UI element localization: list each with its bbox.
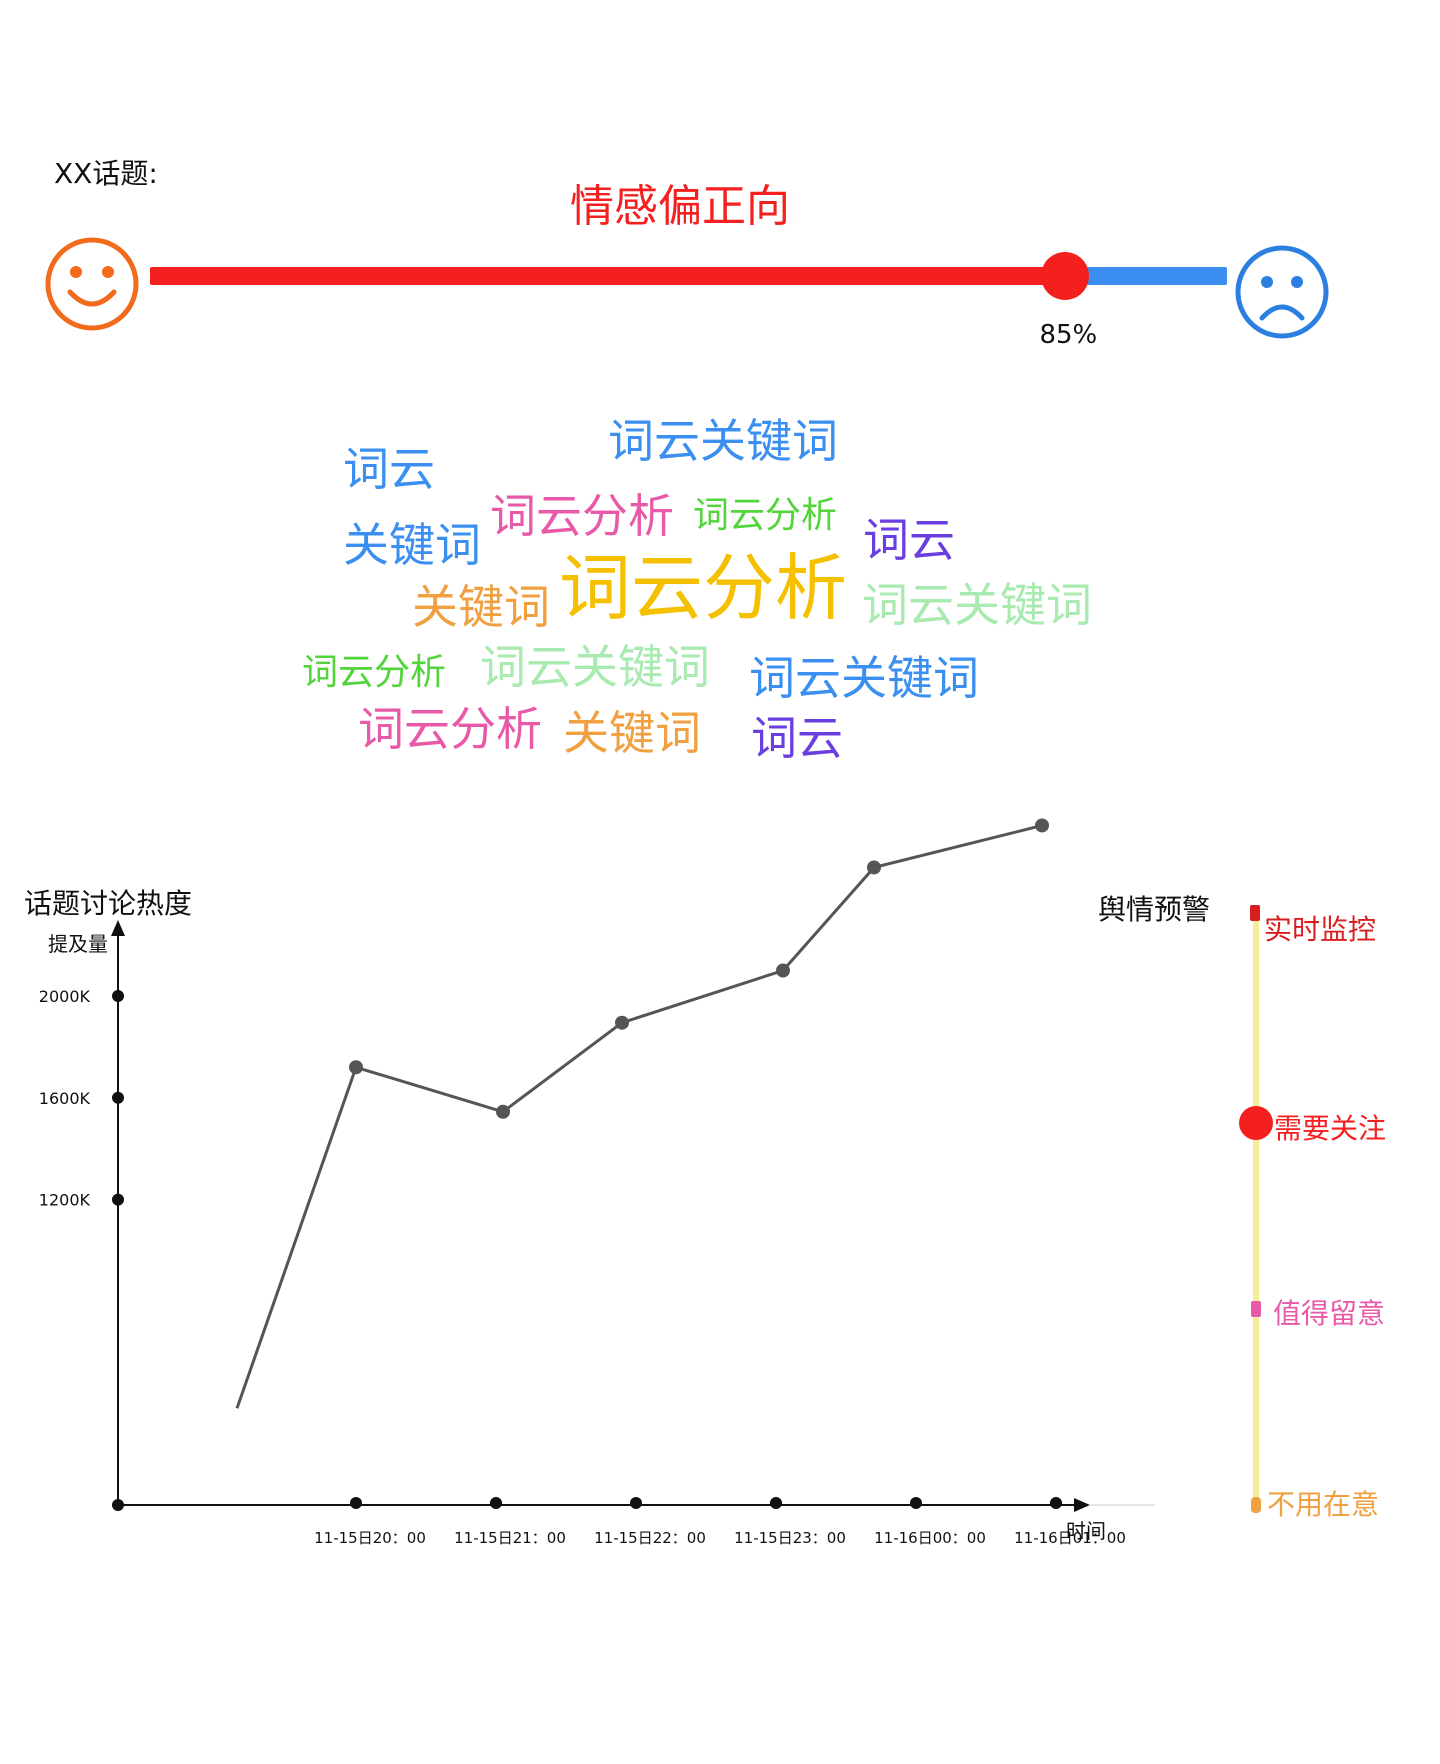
x-tick-dot [630,1497,642,1509]
x-tick-label: 11-16日01：00 [1014,1529,1126,1547]
alert-label-notice: 值得留意 [1273,1297,1386,1330]
cloud-word: 词云关键词 [608,414,838,468]
cloud-word: 词云分析 [693,495,838,536]
alert-marker-ignore [1251,1497,1261,1513]
cloud-word: 词云 [751,711,843,765]
x-tick-dot [1050,1497,1062,1509]
alert-marker-realtime [1250,905,1260,921]
alert-label-realtime: 实时监控 [1264,913,1377,946]
alert-title: 舆情预警 [1098,893,1211,926]
cloud-word: 关键词 [563,706,701,760]
topic-label: XX话题: [54,157,158,190]
y-tick-dot [112,1193,124,1206]
alert-label-attention: 需要关注 [1274,1112,1387,1145]
sad-face-icon [1235,245,1329,339]
sentiment-title: 情感偏正向 [570,181,790,232]
cloud-word: 词云关键词 [749,651,979,705]
alert-marker-notice [1251,1301,1261,1317]
y-tick-label: 1200K [39,1191,91,1210]
x-tick-label: 11-16日00：00 [874,1529,986,1547]
x-tick-dot [770,1497,782,1509]
sentiment-positive-bar [150,267,1066,285]
alert-scale-track [1253,912,1259,1508]
smiley-face-icon [45,237,139,331]
x-axis-arrow [1074,1498,1090,1512]
cloud-word: 词云 [343,442,435,496]
cloud-word: 词云关键词 [480,640,710,694]
sentiment-slider-knob[interactable] [1041,252,1090,300]
x-tick-dot [350,1497,362,1509]
series-line [235,824,1043,1409]
cloud-word: 词云分析 [559,546,848,630]
data-point [1035,818,1049,833]
y-axis-label: 提及量 [48,932,108,956]
data-point [776,963,790,978]
x-tick-label: 11-15日21：00 [454,1529,566,1547]
cloud-word: 词云分析 [358,702,542,756]
x-tick-dot [490,1497,502,1509]
y-tick-dot [112,1091,124,1104]
data-point [867,860,881,875]
x-tick-label: 11-15日22：00 [594,1529,706,1547]
x-tick-label: 11-15日23：00 [734,1529,846,1547]
axis-origin-dot [112,1499,124,1511]
data-point [349,1060,363,1075]
x-axis-label: 时间 [1066,1519,1106,1543]
data-point [496,1104,510,1119]
sentiment-negative-bar [1065,267,1227,285]
alert-marker-attention[interactable] [1239,1106,1273,1140]
y-tick-label: 1600K [39,1089,91,1108]
chart-title: 话题讨论热度 [24,887,193,920]
y-tick-label: 2000K [39,987,91,1006]
data-point [615,1015,629,1030]
cloud-word: 关键词 [343,518,481,572]
cloud-word: 关键词 [412,580,550,634]
sentiment-percent-label: 85% [1039,320,1098,350]
cloud-word: 词云分析 [302,652,447,693]
x-tick-dot [910,1497,922,1509]
cloud-word: 词云关键词 [862,578,1092,632]
y-axis-arrow [111,920,125,936]
alert-label-ignore: 不用在意 [1267,1488,1380,1521]
cloud-word: 词云 [863,513,955,567]
y-tick-dot [112,990,124,1002]
x-tick-label: 11-15日20：00 [314,1529,426,1547]
cloud-word: 词云分析 [490,489,674,543]
